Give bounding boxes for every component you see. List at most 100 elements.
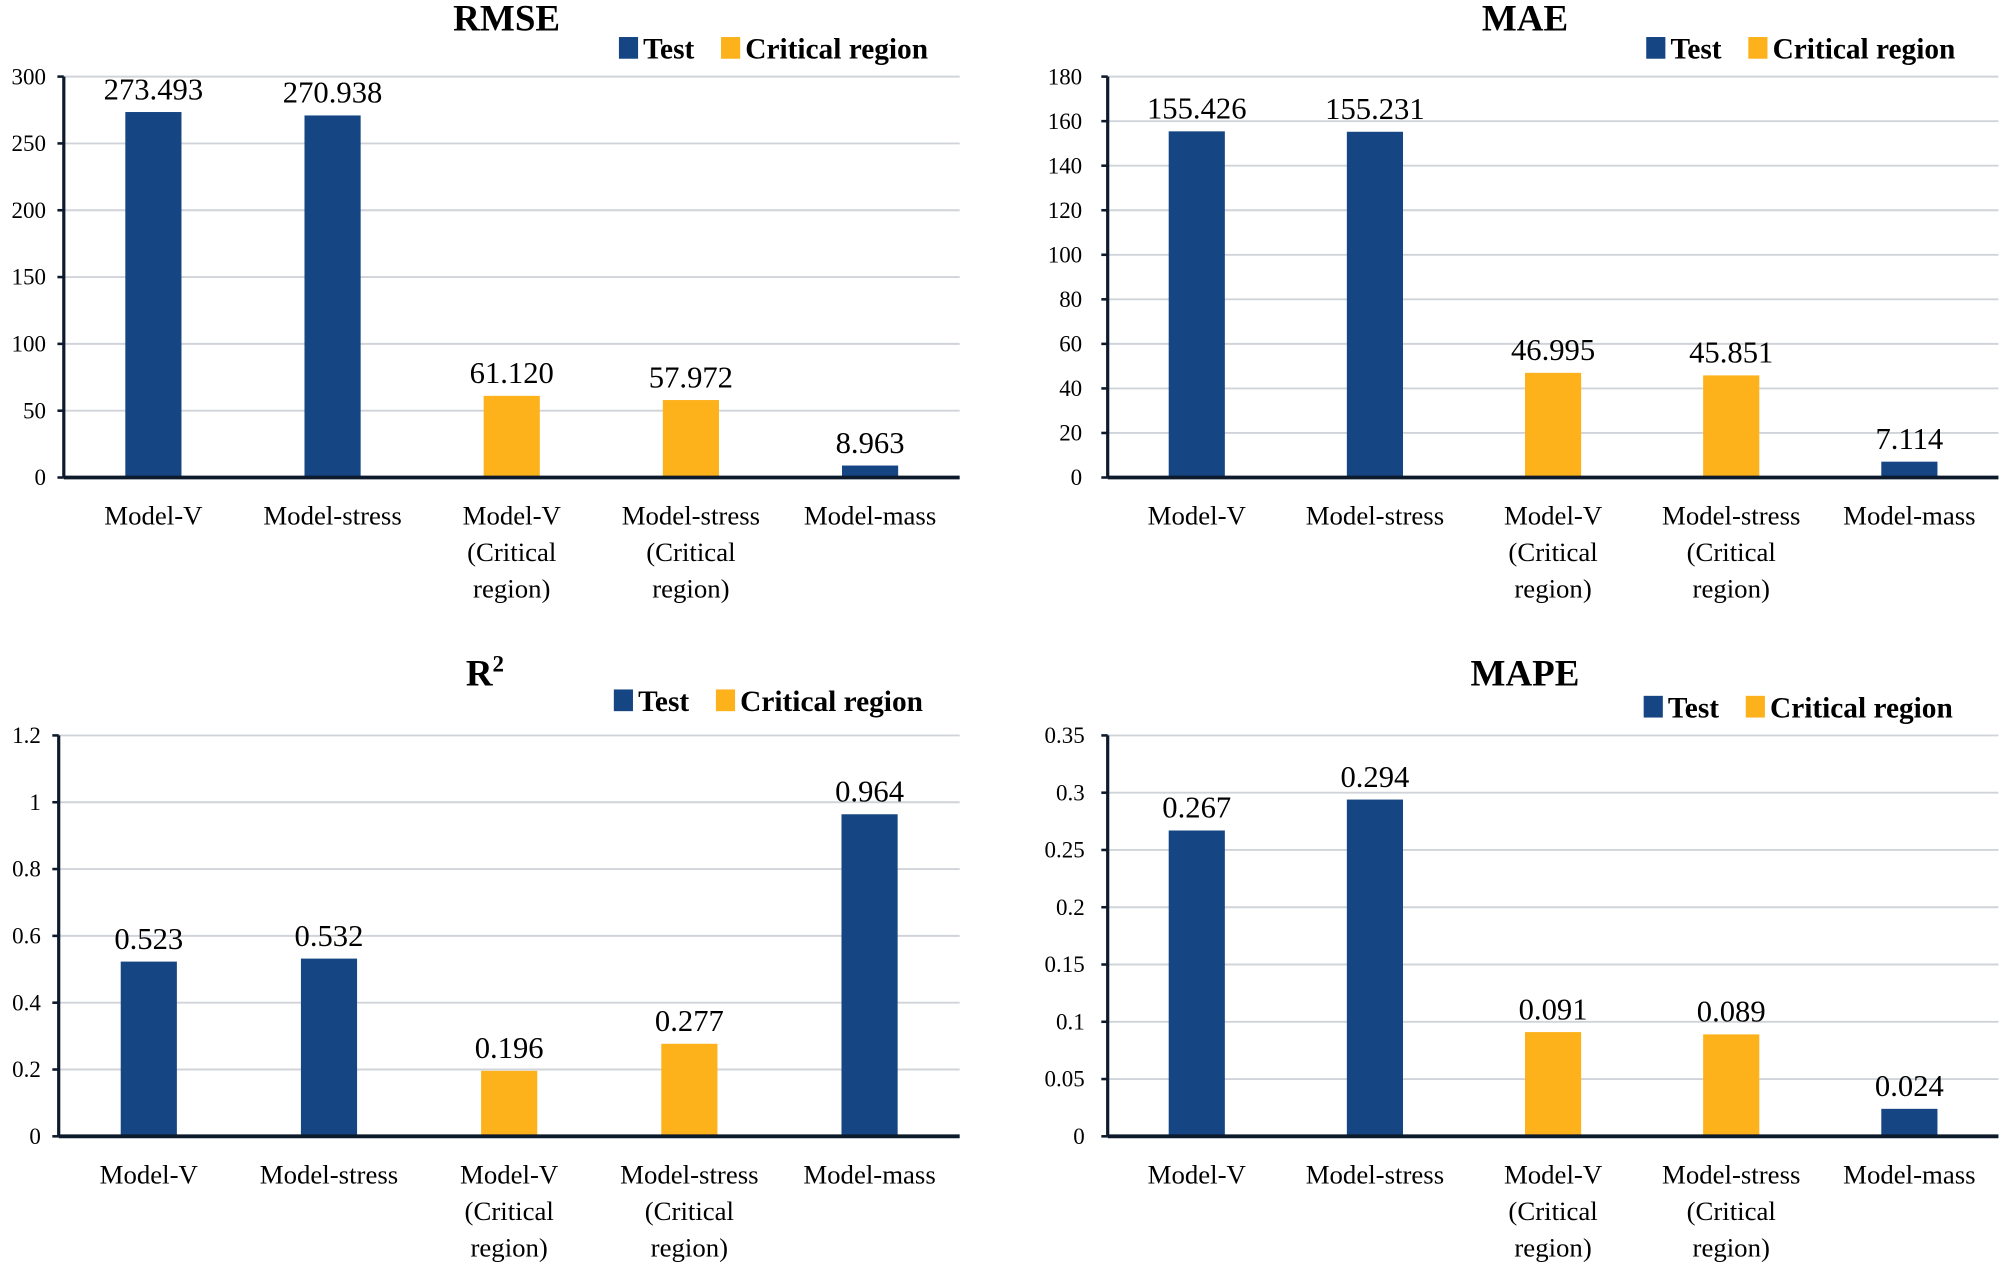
y-tick-label: 0.25 bbox=[1045, 838, 1085, 863]
x-tick-label: (Critical bbox=[465, 1196, 554, 1226]
x-tick-label: Model-V bbox=[104, 501, 203, 531]
bar-critical bbox=[1703, 375, 1760, 478]
x-tick-label: Model-stress bbox=[620, 1160, 758, 1190]
chart-title-text: MAPE bbox=[1471, 654, 1580, 695]
y-tick-label: 80 bbox=[1059, 287, 1082, 312]
legend-label-test: Test bbox=[1670, 34, 1721, 66]
legend: Test Critical region bbox=[1646, 34, 1955, 66]
x-tick-label: Model-stress bbox=[1306, 1160, 1444, 1190]
data-label: 0.267 bbox=[1162, 791, 1231, 825]
bar-test bbox=[300, 958, 358, 1137]
y-tick-label: 100 bbox=[1048, 242, 1082, 267]
bar-test bbox=[842, 465, 899, 478]
legend-swatch-test bbox=[1646, 37, 1666, 59]
bar-test bbox=[1881, 1108, 1938, 1137]
data-label: 0.294 bbox=[1340, 760, 1409, 794]
data-label: 8.963 bbox=[836, 426, 905, 460]
x-tick-label: region) bbox=[1514, 1232, 1591, 1262]
data-label: 270.938 bbox=[283, 76, 383, 110]
bar-test bbox=[1881, 461, 1938, 478]
x-tick-label: region) bbox=[651, 1232, 728, 1262]
y-tick-label: 0.1 bbox=[1056, 1009, 1085, 1034]
x-tick-label: Model-V bbox=[1148, 1160, 1247, 1190]
x-tick-label: Model-V bbox=[100, 1160, 199, 1190]
y-tick-label: 60 bbox=[1059, 332, 1082, 357]
bar-critical bbox=[1524, 1032, 1582, 1137]
bar-test bbox=[304, 115, 361, 478]
x-tick-label: Model-stress bbox=[622, 501, 760, 531]
y-tick-label: 100 bbox=[11, 332, 45, 357]
legend-swatch-test bbox=[613, 689, 633, 712]
bar-critical bbox=[1703, 1034, 1760, 1137]
x-tick-label: region) bbox=[1514, 574, 1591, 604]
legend-label-test: Test bbox=[1668, 693, 1719, 725]
y-tick-label: 200 bbox=[11, 198, 45, 223]
y-tick-label: 0.6 bbox=[12, 924, 41, 949]
y-tick-label: 1 bbox=[29, 790, 40, 815]
y-tick-label: 150 bbox=[11, 265, 45, 290]
data-label: 155.231 bbox=[1325, 92, 1425, 126]
x-tick-label: Model-mass bbox=[1843, 1160, 1975, 1190]
x-tick-label: (Critical bbox=[467, 537, 556, 567]
x-tick-label: (Critical bbox=[1508, 1196, 1597, 1226]
x-tick-label: region) bbox=[1693, 574, 1770, 604]
bar-critical bbox=[662, 400, 719, 478]
chart-title-superscript: 2 bbox=[493, 652, 504, 677]
x-tick-label: region) bbox=[473, 574, 550, 604]
bar-critical bbox=[483, 395, 540, 478]
data-label: 0.523 bbox=[114, 922, 183, 956]
x-tick-label: Model-mass bbox=[803, 1160, 935, 1190]
bar-critical bbox=[661, 1043, 718, 1137]
y-tick-label: 0 bbox=[34, 465, 45, 490]
legend-swatch-critical bbox=[1745, 695, 1765, 718]
x-tick-label: Model-mass bbox=[804, 501, 936, 531]
y-tick-label: 250 bbox=[11, 131, 45, 156]
legend-label-critical: Critical region bbox=[1770, 693, 1953, 725]
x-tick-label: Model-stress bbox=[1662, 1160, 1800, 1190]
data-label: 0.089 bbox=[1697, 995, 1766, 1029]
legend-label-test: Test bbox=[638, 686, 689, 718]
legend: Test Critical region bbox=[613, 686, 923, 718]
legend: Test Critical region bbox=[618, 34, 928, 66]
y-tick-label: 0 bbox=[1073, 1124, 1084, 1149]
data-label: 57.972 bbox=[649, 360, 733, 394]
y-tick-label: 0.05 bbox=[1045, 1067, 1085, 1092]
data-label: 155.426 bbox=[1147, 92, 1247, 126]
x-tick-label: Model-V bbox=[1504, 1160, 1603, 1190]
x-tick-label: (Critical bbox=[646, 537, 735, 567]
data-label: 45.851 bbox=[1689, 336, 1773, 370]
legend-swatch-critical bbox=[715, 689, 736, 712]
data-label: 0.024 bbox=[1875, 1069, 1944, 1103]
y-tick-label: 50 bbox=[23, 398, 46, 423]
y-tick-label: 0 bbox=[29, 1124, 40, 1149]
x-tick-label: Model-stress bbox=[1306, 501, 1444, 531]
bar-critical bbox=[481, 1070, 538, 1137]
x-tick-label: Model-mass bbox=[1843, 501, 1975, 531]
y-tick-label: 1.2 bbox=[12, 723, 41, 748]
y-tick-label: 120 bbox=[1048, 198, 1082, 223]
y-tick-label: 0.3 bbox=[1056, 780, 1085, 805]
data-label: 46.995 bbox=[1511, 333, 1595, 367]
x-tick-label: Model-stress bbox=[263, 501, 401, 531]
legend-label-critical: Critical region bbox=[740, 686, 923, 718]
data-label: 61.120 bbox=[470, 356, 554, 390]
y-tick-label: 300 bbox=[11, 64, 45, 89]
y-tick-label: 0 bbox=[1071, 465, 1082, 490]
y-tick-label: 0.4 bbox=[12, 990, 41, 1015]
chart-mae: MAE 0 20 40 60 80 100 120 140 160 180 155.426 Model-… bbox=[1048, 0, 1999, 604]
data-label: 0.196 bbox=[475, 1031, 544, 1065]
data-label: 0.532 bbox=[295, 919, 364, 953]
legend-swatch-test bbox=[618, 37, 639, 59]
legend: Test Critical region bbox=[1643, 693, 1953, 725]
y-tick-label: 140 bbox=[1048, 153, 1082, 178]
legend-label-critical: Critical region bbox=[745, 34, 928, 66]
x-tick-label: Model-V bbox=[1148, 501, 1247, 531]
y-tick-label: 0.15 bbox=[1045, 952, 1085, 977]
x-tick-label: region) bbox=[652, 574, 729, 604]
chart-title-text: RMSE bbox=[453, 0, 560, 40]
x-tick-label: region) bbox=[1693, 1232, 1770, 1262]
legend-swatch-test bbox=[1643, 695, 1663, 718]
legend-swatch-critical bbox=[1748, 37, 1768, 59]
